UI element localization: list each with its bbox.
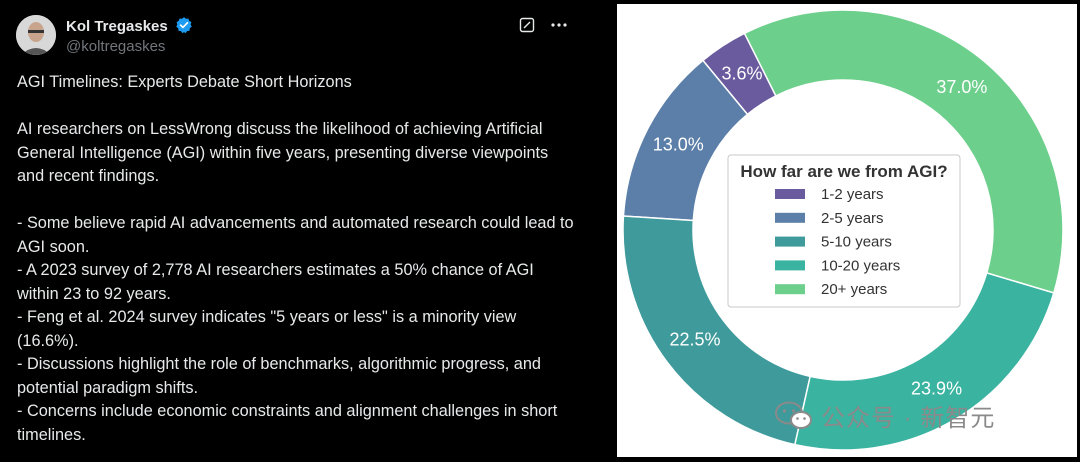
wechat-icon bbox=[775, 401, 812, 429]
legend-title: How far are we from AGI? bbox=[740, 162, 947, 181]
legend-label: 20+ years bbox=[821, 281, 887, 298]
tweet-bullet: - Concerns include economic constraints … bbox=[17, 402, 558, 444]
legend-swatch bbox=[775, 284, 805, 295]
tweet-title: AGI Timelines: Experts Debate Short Hori… bbox=[17, 73, 352, 91]
legend-label: 5-10 years bbox=[821, 234, 892, 251]
tweet-actions bbox=[518, 16, 568, 34]
legend-swatch bbox=[775, 236, 805, 247]
donut-slice-label: 3.6% bbox=[722, 64, 763, 84]
legend-label: 1-2 years bbox=[821, 186, 884, 203]
watermark-text: 公众号 · 新智元 bbox=[821, 405, 996, 432]
agi-chart-image: 3.6% 13.0% 22.5% 23.9% 37.0% How far are we f… bbox=[617, 4, 1077, 457]
donut-slice-20-years bbox=[743, 9, 1064, 294]
donut-slice-5-10-years bbox=[622, 215, 812, 446]
avatar[interactable] bbox=[16, 15, 56, 55]
edit-icon[interactable] bbox=[518, 16, 536, 34]
donut-slice-label: 23.9% bbox=[911, 378, 962, 398]
legend-swatch bbox=[775, 189, 805, 199]
verified-badge-icon bbox=[175, 16, 193, 38]
author-handle[interactable]: @koltregaskes bbox=[66, 38, 166, 55]
tweet-text: AGI Timelines: Experts Debate Short Hori… bbox=[17, 71, 577, 447]
tweet-intro: AI researchers on LessWrong discuss the … bbox=[17, 120, 549, 185]
legend-swatch bbox=[775, 260, 805, 271]
donut-chart: 3.6% 13.0% 22.5% 23.9% 37.0% How far are we f… bbox=[622, 9, 1064, 451]
donut-slice-label: 13.0% bbox=[653, 135, 704, 155]
donut-slice-label: 22.5% bbox=[669, 330, 720, 350]
tweet-card: Kol Tregaskes @koltregaskes AGI Timeline… bbox=[16, 15, 577, 447]
tweet-bullet: - Discussions highlight the role of benc… bbox=[17, 355, 541, 397]
avatar-image bbox=[16, 15, 56, 55]
legend-label: 10-20 years bbox=[821, 257, 900, 274]
author-name[interactable]: Kol Tregaskes bbox=[66, 18, 168, 35]
author-name-row[interactable]: Kol Tregaskes bbox=[66, 16, 193, 38]
tweet-bullet: - Feng et al. 2024 survey indicates "5 y… bbox=[17, 308, 517, 350]
more-icon[interactable] bbox=[550, 16, 568, 34]
donut-slice-label: 37.0% bbox=[936, 77, 987, 97]
tweet-bullet: - Some believe rapid AI advancements and… bbox=[17, 214, 574, 256]
chart-legend: How far are we from AGI? 1-2 years 2-5 yea… bbox=[727, 154, 961, 308]
legend-swatch bbox=[775, 212, 805, 223]
tweet-bullet: - A 2023 survey of 2,778 AI researchers … bbox=[17, 261, 534, 303]
legend-label: 2-5 years bbox=[821, 210, 884, 227]
watermark: 公众号 · 新智元 bbox=[775, 398, 995, 433]
